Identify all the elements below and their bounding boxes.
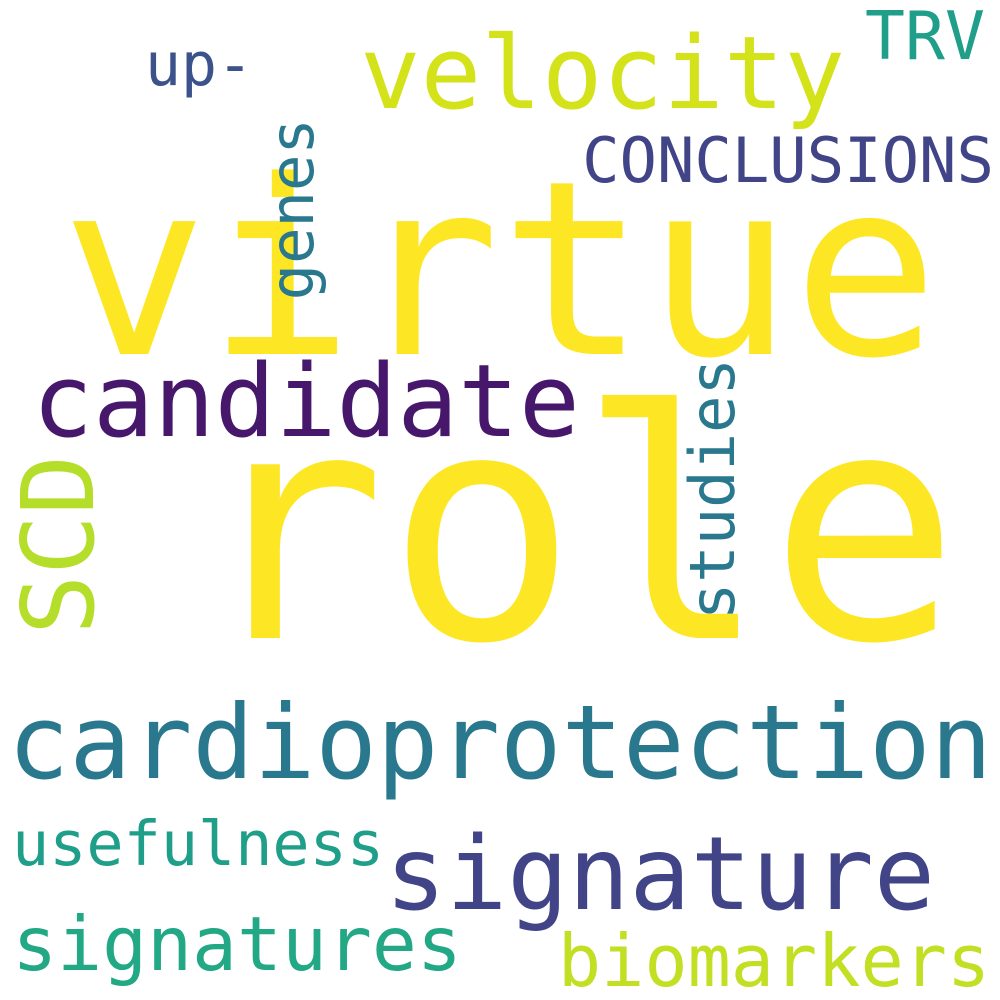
word-studies: studies (675, 357, 749, 621)
word-up: up- (145, 30, 254, 101)
word-genes: genes (257, 117, 328, 301)
word-candidate: candidate (32, 341, 580, 460)
word-biomarkers: biomarkers (557, 919, 991, 1000)
word-signatures: signatures (12, 900, 462, 988)
word-velocity: velocity (360, 14, 845, 132)
word-cardioprotection: cardioprotection (7, 683, 993, 803)
word-signature: signature (385, 815, 935, 934)
word-conclusions: CONCLUSIONS (582, 123, 994, 197)
word-role: role (195, 343, 961, 714)
word-usefulness: usefulness (12, 808, 385, 881)
word-trv: TRV (865, 0, 985, 75)
word-virtue: virtue (61, 128, 939, 412)
word-scd: SCD (0, 454, 118, 635)
